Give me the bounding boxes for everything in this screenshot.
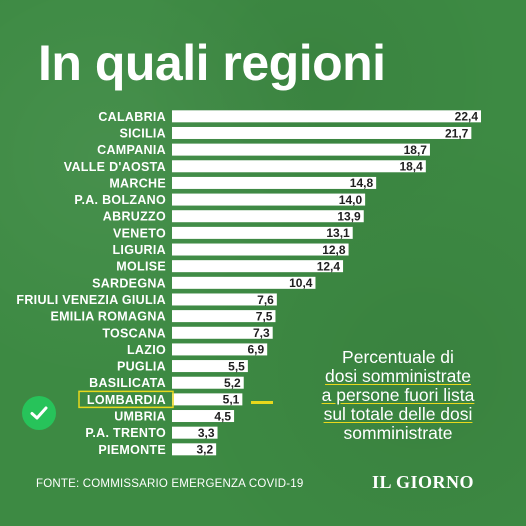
category-label: CALABRIA	[98, 110, 166, 124]
category-label: SARDEGNA	[92, 276, 166, 290]
brand-logo: IL GIORNO	[372, 472, 475, 492]
note-line-3: a persone fuori lista	[321, 385, 475, 405]
value-label: 7,5	[256, 309, 273, 323]
category-label: MOLISE	[116, 260, 166, 274]
value-label: 12,8	[322, 243, 346, 257]
bar	[172, 226, 353, 239]
value-label: 10,4	[289, 276, 313, 290]
category-label: BASILICATA	[89, 376, 166, 390]
bar	[172, 276, 316, 289]
bar	[172, 343, 268, 356]
value-label: 6,9	[247, 343, 264, 357]
highlight-dash	[251, 401, 273, 404]
bar	[172, 110, 481, 123]
value-label: 5,5	[228, 359, 245, 373]
value-label: 21,7	[445, 126, 469, 140]
bar	[172, 360, 248, 373]
value-label: 13,1	[326, 226, 350, 240]
checkmark-icon	[22, 396, 56, 430]
category-label: LAZIO	[127, 343, 166, 357]
value-label: 7,6	[257, 293, 274, 307]
value-label: 14,8	[350, 176, 374, 190]
category-label: SICILIA	[119, 126, 166, 140]
value-label: 14,0	[339, 193, 363, 207]
bar	[172, 410, 235, 423]
value-label: 18,7	[404, 143, 428, 157]
value-label: 22,4	[455, 110, 479, 124]
category-label: ABRUZZO	[103, 210, 166, 224]
note-line-4: sul totale delle dosi	[323, 404, 473, 424]
category-label: UMBRIA	[114, 410, 166, 424]
bar	[172, 310, 276, 323]
category-label: VENETO	[113, 226, 166, 240]
bar	[172, 193, 366, 206]
bar	[172, 393, 243, 406]
value-label: 13,9	[337, 210, 361, 224]
category-label: EMILIA ROMAGNA	[50, 310, 166, 324]
category-label: P.A. BOLZANO	[74, 193, 166, 207]
category-label: LOMBARDIA	[87, 393, 166, 407]
category-label: P.A. TRENTO	[85, 426, 166, 440]
bar	[172, 143, 430, 156]
bar	[172, 160, 426, 173]
bar	[172, 126, 472, 139]
category-label: TOSCANA	[102, 326, 166, 340]
value-label: 7,3	[253, 326, 270, 340]
value-label: 12,4	[317, 259, 341, 273]
bar	[172, 326, 273, 339]
category-label: CAMPANIA	[97, 143, 166, 157]
category-label: MARCHE	[109, 176, 166, 190]
value-label: 18,4	[399, 160, 423, 174]
bar	[172, 210, 364, 223]
bar	[172, 243, 349, 256]
note-line-2: dosi somministrate	[325, 366, 471, 386]
value-label: 5,2	[224, 376, 241, 390]
bar	[172, 443, 217, 456]
highlight-box	[78, 390, 174, 409]
note-line-5: somministrate	[343, 423, 453, 443]
page-title: In quali regioni	[38, 35, 386, 91]
value-label: 5,1	[223, 393, 240, 407]
bar	[172, 260, 344, 273]
note-line-1: Percentuale di	[342, 347, 454, 367]
source-credit: FONTE: COMMISSARIO EMERGENZA COVID-19	[36, 478, 304, 490]
bar	[172, 293, 277, 306]
category-label: FRIULI VENEZIA GIULIA	[16, 293, 166, 307]
category-label: PUGLIA	[117, 360, 166, 374]
value-label: 3,2	[196, 443, 213, 457]
value-label: 3,3	[198, 426, 215, 440]
category-label: PIEMONTE	[98, 443, 166, 457]
category-label: LIGURIA	[113, 243, 167, 257]
chart-note: Percentuale di dosi somministrate a pers…	[300, 348, 496, 443]
bar	[172, 176, 377, 189]
value-label: 4,5	[214, 409, 231, 423]
bar	[172, 426, 218, 439]
category-label: VALLE D'AOSTA	[64, 160, 166, 174]
bar	[172, 376, 244, 389]
